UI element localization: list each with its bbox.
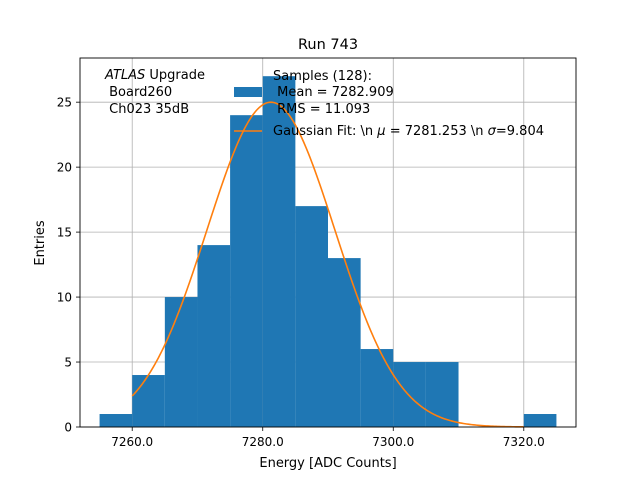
legend: Samples (128): Mean = 7282.909 RMS = 11.… [234,69,544,139]
histogram-bar-3 [197,245,231,427]
histogram-bar-2 [164,297,198,427]
y-tick-label-0: 0 [64,421,72,435]
y-tick-label-3: 15 [57,226,72,240]
legend-fit-label: Gaussian Fit: \n μ = 7281.253 \n σ=9.804 [273,124,544,139]
histogram-bar-7 [328,258,361,427]
y-axis-label: Entries [33,220,48,266]
chart-title: Run 743 [298,37,358,53]
histogram-bars [99,76,557,428]
annotation-line-3: Ch023 35dB [105,102,189,117]
atlas-label: ATLAS [104,68,145,83]
histogram-bar-6 [295,206,328,427]
y-tick-label-4: 20 [57,161,72,175]
annotation-line-2: Board260 [105,85,172,100]
histogram-bar-0 [99,414,133,427]
histogram-bar-1 [132,375,165,427]
x-axis-ticks: 7260.0 7280.0 7300.0 7320.0 [111,427,545,449]
fit-sigma-text: =9.804 [496,124,544,139]
x-tick-label-1: 7280.0 [242,435,284,449]
fit-mu-text: = 7281.253 \n [386,124,488,139]
histogram-bar-8 [360,349,394,427]
y-tick-label-5: 25 [57,96,72,110]
x-tick-label-2: 7300.0 [372,435,414,449]
y-tick-label-2: 10 [57,291,72,305]
x-tick-label-3: 7320.0 [503,435,545,449]
sigma-symbol: σ [488,124,497,139]
annotation-line-1: ATLAS Upgrade [104,68,205,83]
legend-rms: RMS = 11.093 [273,102,370,117]
histogram-bar-13 [523,414,557,427]
histogram-bar-9 [393,362,426,427]
gaussian-fit-curve [131,101,524,428]
y-axis-ticks: 0 5 10 15 20 25 [57,96,80,435]
fit-label-prefix: Gaussian Fit: \n [273,124,377,139]
atlas-annotation: ATLAS Upgrade Board260 Ch023 35dB [104,68,205,117]
legend-histogram-patch [234,87,262,97]
y-tick-label-1: 5 [64,356,72,370]
histogram-bar-4 [230,115,263,428]
x-axis-label: Energy [ADC Counts] [259,456,396,471]
legend-mean: Mean = 7282.909 [273,85,394,100]
legend-histogram-name: Samples (128): [273,69,372,84]
histogram-bar-10 [425,362,459,427]
upgrade-label: Upgrade [145,68,205,83]
x-tick-label-0: 7260.0 [111,435,153,449]
histogram-bar-5 [262,76,296,428]
plot-frame [79,57,577,428]
mu-symbol: μ [376,124,385,139]
